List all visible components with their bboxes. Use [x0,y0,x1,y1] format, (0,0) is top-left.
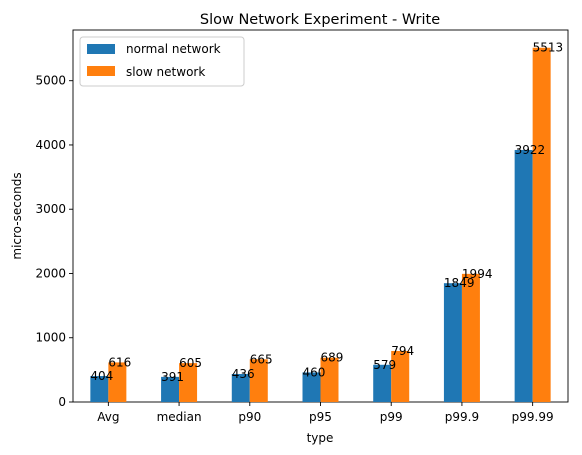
data-label: 1849 [444,276,475,290]
legend: normal network slow network [79,36,245,87]
data-label: 794 [391,344,414,358]
data-label: 579 [373,358,396,372]
chart-title: Slow Network Experiment - Write [200,12,440,28]
bar-normal-network-p99 [373,364,392,402]
data-label: 689 [321,351,344,365]
y-tick-label: 3000 [35,202,66,216]
x-tick-label: p99.99 [512,410,554,424]
y-tick-label: 4000 [35,138,66,152]
bar-slow-network-median [179,363,198,402]
data-label: 5513 [533,41,564,55]
bar-slow-network-p99-9 [461,273,480,402]
legend-label-slow-network: slow network [126,65,205,79]
x-tick-label: p95 [309,410,332,424]
x-tick-label: p99 [380,410,403,424]
y-tick-label: 1000 [35,331,66,345]
x-tick-label: Avg [97,410,119,424]
bar-slow-network-p95 [320,357,339,402]
x-axis-label: type [307,431,334,445]
data-label: 391 [161,370,184,384]
data-label: 404 [90,369,113,383]
legend-label-normal-network: normal network [126,42,221,56]
legend-swatch-normal-network [87,44,115,54]
data-label: 460 [303,365,326,379]
data-label: 665 [250,352,273,366]
data-label: 1994 [462,267,493,281]
bar-normal-network-p99-99 [514,149,533,402]
y-tick-label: 5000 [35,74,66,88]
legend-box [79,36,245,87]
data-label: 436 [232,367,255,381]
data-label: 605 [179,356,202,370]
bar-slow-network-p90 [249,359,268,402]
bar-slow-network-p99-99 [532,47,551,402]
y-tick-label: 0 [58,395,66,409]
bar-slow-network-Avg [108,362,127,402]
x-tick-label: median [157,410,202,424]
legend-swatch-slow-network [87,66,115,76]
bar-slow-network-p99 [391,350,410,402]
bar-normal-network-p99-9 [443,283,462,402]
x-axis: Avg median p90 p95 p99 p99.9 p99.99 [97,402,554,424]
y-axis-label: micro-seconds [10,172,24,259]
y-axis: 0 1000 2000 3000 4000 5000 [35,74,73,409]
bar-normal-network-p95 [302,372,321,402]
data-label: 3922 [515,143,546,157]
bar-normal-network-median [161,376,180,402]
y-tick-label: 2000 [35,266,66,280]
bars [90,47,551,402]
bar-normal-network-p90 [231,373,250,402]
x-tick-label: p90 [238,410,261,424]
x-tick-label: p99.9 [445,410,479,424]
data-label: 616 [108,355,131,369]
bar-normal-network-Avg [90,376,109,402]
